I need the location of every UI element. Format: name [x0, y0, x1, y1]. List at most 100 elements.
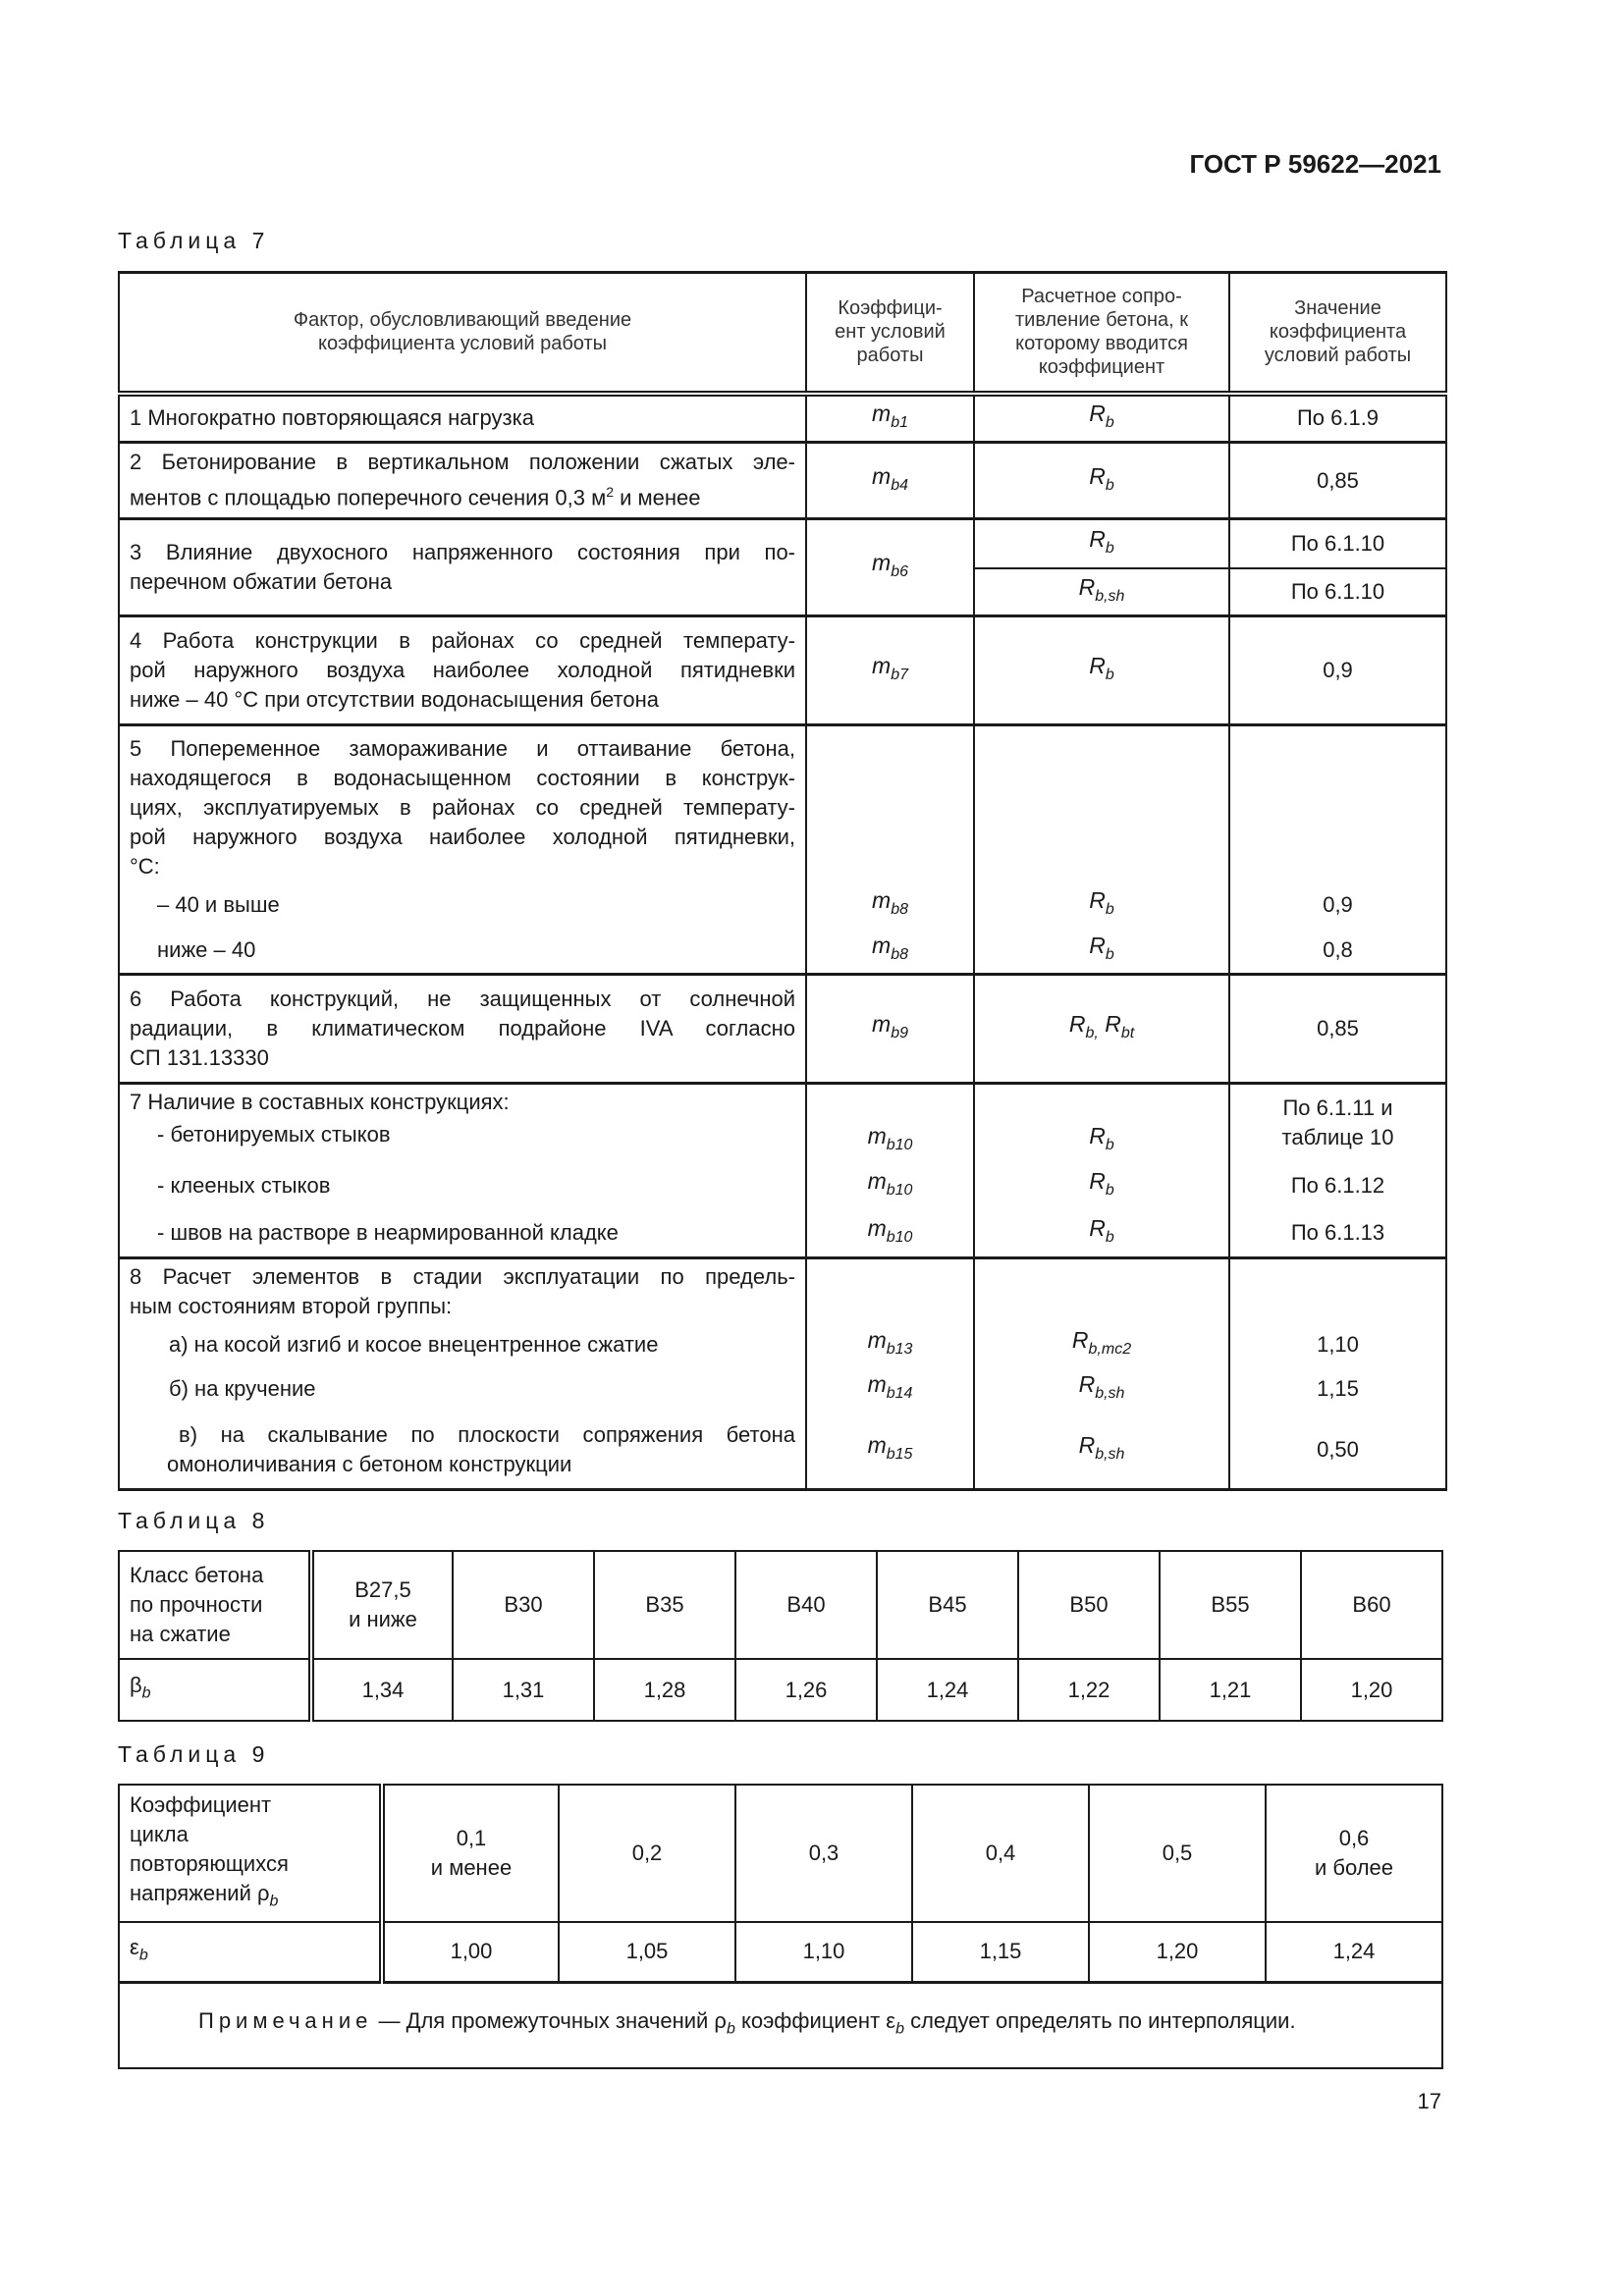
coef-symbol: m — [872, 462, 892, 489]
factor-text-part: ментов с площадью поперечного сечения 0,… — [130, 485, 607, 510]
resistance-symbol: R — [1089, 653, 1106, 678]
coef-subscript: b4 — [891, 476, 908, 494]
table-8-header-row: Класс бетона по прочности на сжатие B27,5 и… — [118, 1550, 1443, 1660]
note-subscript: b — [895, 2020, 904, 2038]
coef-cell: mb9 — [805, 972, 975, 1083]
coef-cell: mb6 — [805, 517, 975, 616]
factor-text: 7 Наличие в составных конструкциях: — [130, 1089, 510, 1114]
resistance-subscript: bt — [1120, 1024, 1135, 1041]
coef-subscript: b7 — [891, 667, 908, 683]
table-subrow: ниже – 40 mb8 Rb 0,8 — [118, 928, 1447, 974]
value-cell: 0,9 — [1228, 881, 1447, 928]
resistance-symbol: R — [1068, 1010, 1086, 1037]
resistance-symbol: R — [1078, 1432, 1096, 1459]
resistance-cell: Rb,sh — [973, 1413, 1230, 1491]
rho-label-cell: Коэффициент цикла повторяющихся напряжений … — [118, 1784, 385, 1923]
factor-sub-label: а) на косой изгиб и косое внецентренное … — [118, 1324, 807, 1365]
coef-cell — [805, 723, 975, 881]
class-label-cell: Класс бетона по прочности на сжатие — [118, 1550, 314, 1660]
factor-cell: 2 Бетонирование в вертикальном положении… — [118, 441, 807, 519]
factor-text: рой наружного воздуха наиболее холодной … — [130, 658, 795, 682]
coef-cell: mb8 — [805, 928, 975, 974]
note-text: коэффициент ε — [734, 2008, 896, 2034]
note-subscript: b — [726, 2020, 735, 2038]
value-cell: 1,15 — [1228, 1365, 1447, 1413]
resistance-cell — [973, 1081, 1230, 1120]
resistance-subscript: b — [1105, 1182, 1114, 1199]
value-line: таблице 10 — [1281, 1124, 1394, 1149]
table-9-value-row: εb 1,00 1,05 1,10 1,15 1,20 1,24 — [118, 1921, 1443, 1983]
resistance-cell: Rb — [973, 614, 1230, 725]
rho-line: и менее — [430, 1855, 513, 1880]
rho-line: и более — [1314, 1855, 1394, 1880]
beta-symbol: β — [130, 1673, 142, 1698]
factor-text: 5 Попеременное замораживание и оттаивани… — [130, 736, 795, 761]
value-cell: 0,9 — [1228, 614, 1447, 725]
value-cell: 1,34 — [310, 1658, 454, 1722]
class-line: B27,5 — [354, 1577, 411, 1602]
resistance-cell: Rb — [973, 1120, 1230, 1161]
epsilon-subscript: b — [138, 1947, 148, 1964]
class-cell: B30 — [452, 1550, 595, 1660]
note-text: следует определять по интерполяции. — [903, 2008, 1296, 2034]
value-cell: По 6.1.13 — [1228, 1210, 1447, 1257]
rho-cell: 0,5 — [1088, 1784, 1267, 1923]
coef-symbol: m — [872, 1010, 892, 1037]
value-cell — [1228, 1255, 1447, 1324]
resistance-subscript: b — [1105, 900, 1114, 918]
epsilon-symbol: ε — [130, 1935, 139, 1960]
resistance-subscript: b — [1105, 414, 1114, 432]
resistance-subscript: b — [1105, 476, 1114, 494]
factor-sub-label: - бетонируемых стыков — [118, 1120, 807, 1161]
factor-cell: 1 Многократно повторяющаяся нагрузка — [118, 393, 807, 443]
resistance-subscript: b — [1105, 539, 1114, 557]
resistance-subscript: b — [1105, 945, 1114, 963]
rho-line: 0,6 — [1338, 1826, 1370, 1850]
resistance-symbol: R — [1089, 525, 1106, 552]
resistance-cell: Rb, Rbt — [973, 972, 1230, 1083]
factor-text-part: и менее — [614, 485, 701, 510]
coef-cell — [805, 1255, 975, 1324]
coef-subscript: b1 — [891, 414, 908, 432]
resistance-symbol: R — [1089, 1168, 1106, 1194]
class-cell: B55 — [1159, 1550, 1302, 1660]
label-line: по прочности — [130, 1592, 263, 1617]
table-8: Класс бетона по прочности на сжатие B27,5 и… — [118, 1550, 1443, 1722]
rho-cell: 0,2 — [558, 1784, 736, 1923]
resistance-symbol: R — [1105, 1010, 1121, 1037]
factor-sub-label: - клееных стыков — [118, 1161, 807, 1210]
coef-subscript: b9 — [891, 1024, 908, 1041]
class-cell: B35 — [593, 1550, 736, 1660]
value-cell: 1,22 — [1017, 1658, 1161, 1722]
class-cell: B40 — [734, 1550, 878, 1660]
resistance-symbol: R — [1071, 1327, 1089, 1353]
value-line: По 6.1.11 и — [1282, 1095, 1393, 1120]
coef-subscript: b15 — [886, 1446, 913, 1464]
table-row: 2 Бетонирование в вертикальном положении… — [118, 441, 1447, 519]
header-line: тивление бетона, к — [1015, 309, 1188, 332]
value-cell: 1,10 — [734, 1921, 913, 1983]
resistance-cell: Rb — [973, 441, 1230, 519]
table-subrow: б) на кручение mb14 Rb,sh 1,15 — [118, 1365, 1447, 1413]
value-cell: 1,28 — [593, 1658, 736, 1722]
label-line: напряжений ρb — [130, 1879, 369, 1916]
label-line: Коэффициент — [130, 1791, 272, 1817]
factor-text: °C: — [130, 854, 160, 879]
header-line: работы — [856, 345, 924, 367]
note-title: Примечание — [198, 2008, 373, 2034]
resistance-cell: Rb,mc2 — [973, 1324, 1230, 1365]
coef-symbol: m — [872, 886, 892, 913]
factor-text: 8 Расчет элементов в стадии эксплуатации… — [130, 1263, 795, 1289]
table-9-caption: Таблица 9 — [118, 1741, 270, 1767]
value-cell: 1,21 — [1159, 1658, 1302, 1722]
coef-symbol: m — [872, 653, 892, 678]
table-9-header-row: Коэффициент цикла повторяющихся напряжений … — [118, 1784, 1443, 1923]
resistance-subscript: b,sh — [1095, 1385, 1125, 1402]
coef-symbol: m — [872, 550, 892, 575]
value-cell: По 6.1.12 — [1228, 1161, 1447, 1210]
header-line: ент условий — [835, 321, 946, 344]
class-cell: B60 — [1300, 1550, 1443, 1660]
header-line: коэффициента — [1269, 321, 1407, 344]
label-text: напряжений ρ — [130, 1880, 270, 1905]
table-8-caption: Таблица 8 — [118, 1508, 270, 1533]
